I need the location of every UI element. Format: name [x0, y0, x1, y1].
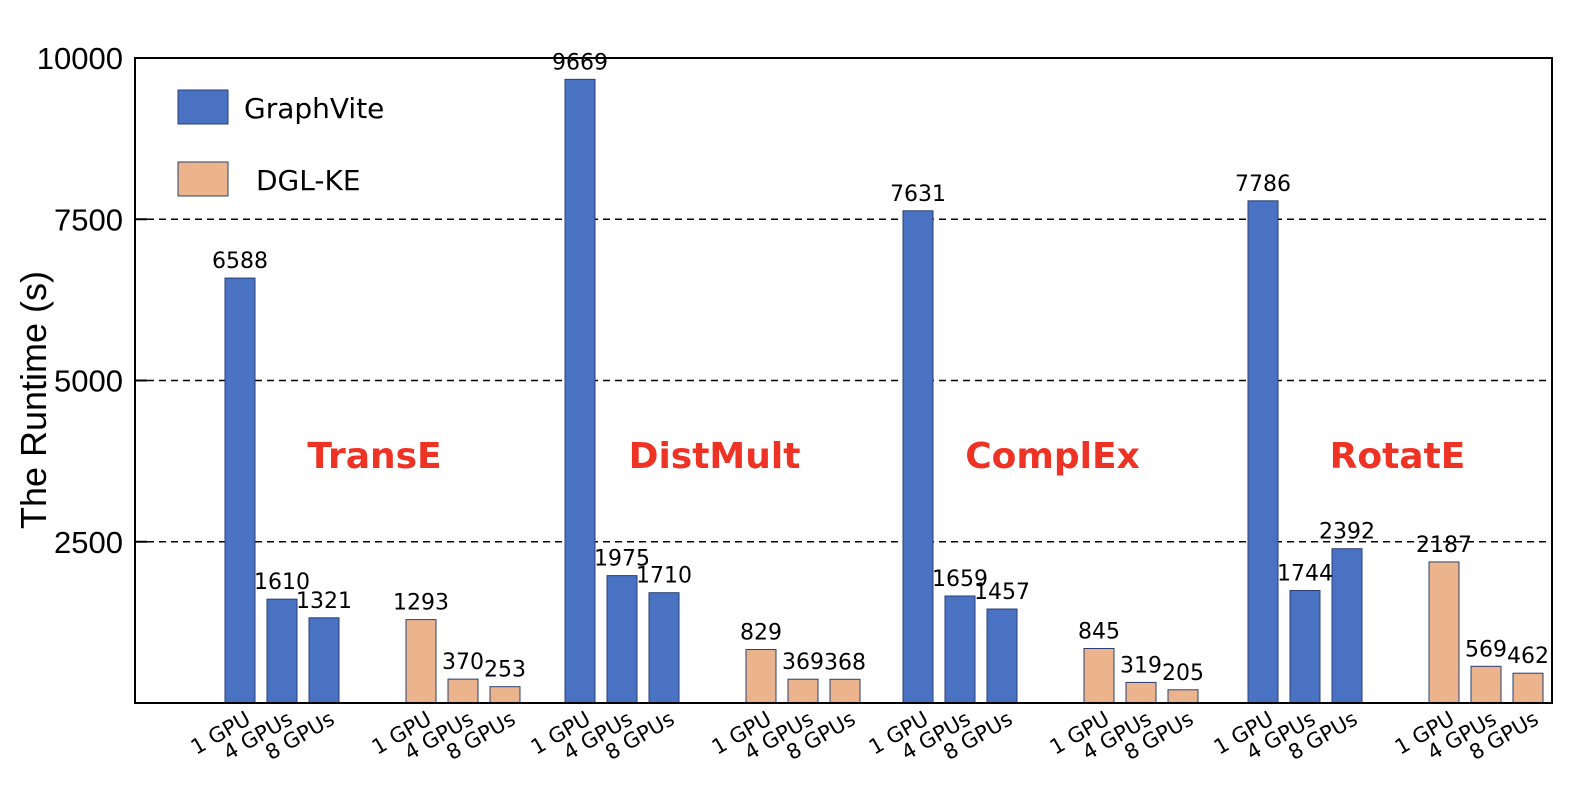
bar-dglke-rotate [1512, 672, 1544, 704]
bars [224, 78, 1544, 704]
data-label: 2187 [1416, 533, 1472, 558]
bar-graphvite-complex [944, 595, 976, 704]
data-label: 1457 [974, 580, 1030, 605]
bar-graphvite-distmult [606, 575, 638, 704]
data-label: 1321 [296, 589, 352, 614]
bar-graphvite-rotate [1289, 590, 1321, 704]
bar-graphvite-transe [266, 598, 298, 704]
y-tick-label: 7500 [54, 202, 123, 237]
bar-dglke-transe [405, 619, 437, 704]
group-title-transe: TransE [307, 436, 441, 477]
bar-dglke-complex [1083, 647, 1115, 704]
data-label: 1610 [254, 570, 310, 595]
bar-dglke-complex [1125, 681, 1157, 704]
group-title-distmult: DistMult [629, 436, 801, 477]
data-label: 253 [484, 658, 526, 683]
bar-dglke-distmult [829, 678, 861, 704]
bar-graphvite-distmult [648, 592, 680, 704]
legend-label: GraphVite [244, 92, 384, 125]
data-label: 7786 [1235, 172, 1291, 197]
bar-graphvite-complex [902, 210, 934, 704]
data-label: 9669 [552, 50, 608, 75]
y-tick-label: 2500 [54, 525, 123, 560]
legend-label: DGL-KE [256, 164, 361, 197]
bar-graphvite-transe [224, 277, 256, 704]
group-title-rotate: RotatE [1330, 436, 1466, 477]
data-label: 845 [1078, 619, 1120, 644]
bar-dglke-transe [447, 678, 479, 704]
bar-graphvite-complex [986, 608, 1018, 704]
group-title-complex: ComplEx [965, 436, 1140, 477]
data-label: 319 [1120, 653, 1162, 678]
data-label: 1293 [393, 591, 449, 616]
data-label: 1975 [594, 547, 650, 572]
data-label: 369 [782, 650, 824, 675]
data-label: 1659 [932, 567, 988, 592]
data-label: 368 [824, 650, 866, 675]
data-label: 1710 [636, 564, 692, 589]
bar-graphvite-rotate [1331, 548, 1363, 704]
legend-swatch-dglke [177, 161, 229, 197]
y-tick-label: 10000 [37, 41, 123, 76]
y-axis-label: The Runtime (s) [13, 271, 54, 529]
bar-graphvite-distmult [564, 78, 596, 704]
legend: GraphVite DGL-KE [177, 89, 384, 197]
bar-dglke-rotate [1470, 665, 1502, 704]
data-label: 205 [1162, 661, 1204, 686]
bar-dglke-distmult [745, 649, 777, 704]
data-label: 370 [442, 650, 484, 675]
data-label: 829 [740, 621, 782, 646]
data-label: 7631 [890, 182, 946, 207]
bar-dglke-transe [489, 686, 521, 704]
bar-dglke-distmult [787, 678, 819, 704]
data-label: 1744 [1277, 562, 1333, 587]
y-tick-label: 5000 [54, 364, 123, 399]
grid-lines [135, 218, 1552, 543]
bar-dglke-rotate [1428, 561, 1460, 704]
data-label: 462 [1507, 644, 1549, 669]
bar-graphvite-transe [308, 617, 340, 704]
bar-dglke-complex [1167, 689, 1199, 704]
data-label: 6588 [212, 249, 268, 274]
data-label: 569 [1465, 637, 1507, 662]
legend-swatch-graphvite [177, 89, 229, 125]
data-label: 2392 [1319, 520, 1375, 545]
bar-graphvite-rotate [1247, 200, 1279, 704]
